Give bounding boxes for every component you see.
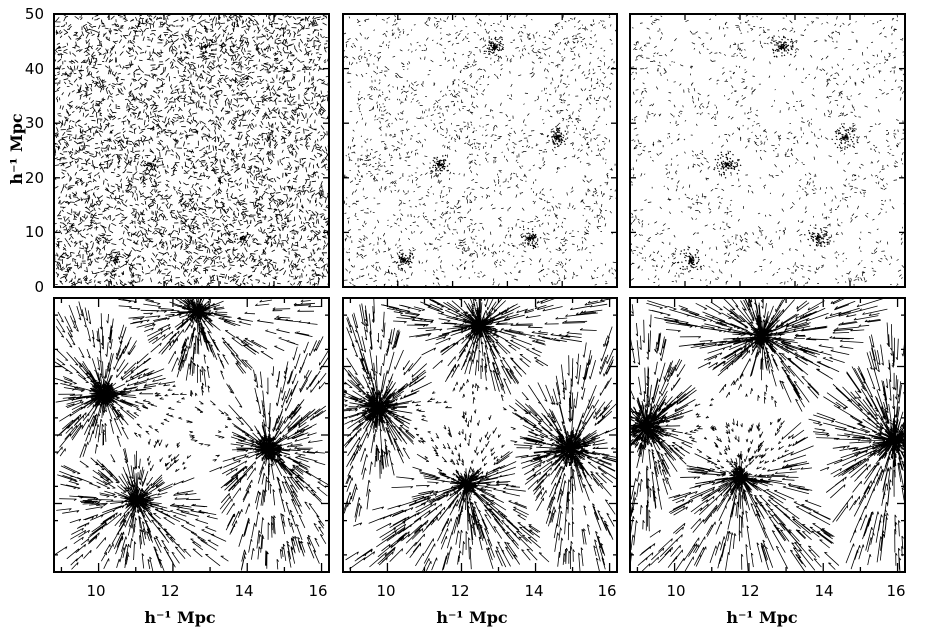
x-tick-left-14: 14 [234,582,253,600]
panel-top-left [53,13,330,288]
x-tick-right-12: 12 [740,582,759,600]
x-tick-middle-10: 10 [376,582,395,600]
x-tick-middle-14: 14 [524,582,543,600]
panel-bottom-left [53,297,330,573]
top-y-tick-0: 0 [34,278,44,296]
panel-top-middle [342,13,618,288]
top-y-tick-20: 20 [25,169,44,187]
x-tick-left-16: 16 [308,582,327,600]
bottom-x-tick-labels: 10 12 14 16 10 12 14 16 10 12 14 16 [86,582,905,600]
x-tick-right-10: 10 [666,582,685,600]
x-tick-middle-12: 12 [450,582,469,600]
top-y-tick-50: 50 [25,5,44,23]
top-y-tick-40: 40 [25,60,44,78]
x-tick-left-12: 12 [160,582,179,600]
x-tick-left-10: 10 [86,582,105,600]
x-tick-right-16: 16 [886,582,905,600]
x-tick-right-14: 14 [814,582,833,600]
panel-bottom-middle [342,297,618,573]
panel-bottom-right [629,297,906,573]
x-axis-title-left: h⁻¹ Mpc [144,608,216,627]
panel-top-right [629,13,906,288]
top-y-axis-title: h⁻¹ Mpc [7,113,26,185]
x-tick-middle-16: 16 [597,582,616,600]
top-y-tick-30: 30 [25,114,44,132]
x-axis-title-right: h⁻¹ Mpc [726,608,798,627]
panels [53,13,906,573]
top-y-tick-labels: 50 40 30 20 10 0 [25,5,44,296]
x-axis-title-middle: h⁻¹ Mpc [436,608,508,627]
top-y-tick-10: 10 [25,223,44,241]
